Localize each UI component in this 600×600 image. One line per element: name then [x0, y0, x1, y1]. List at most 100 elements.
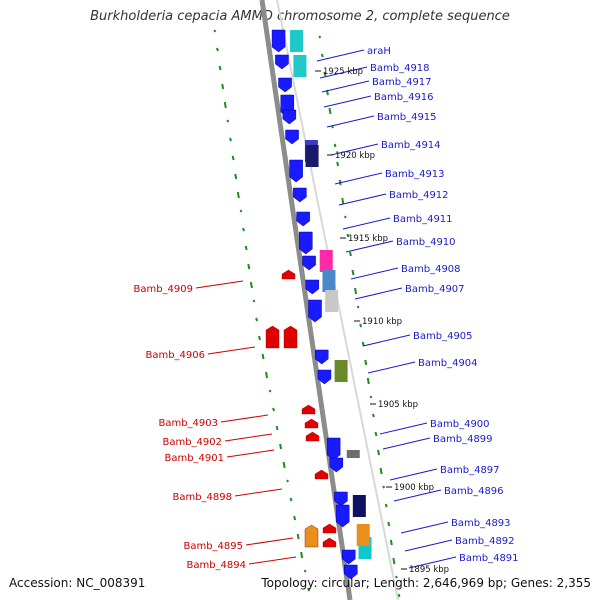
reverse-label-leader: [195, 280, 244, 289]
forward-gene-label: Bamb_4910: [396, 237, 456, 248]
reverse-gene-label: Bamb_4898: [172, 492, 232, 503]
gc-tick: [216, 47, 219, 52]
reverse-gene-label: Bamb_4902: [162, 437, 222, 448]
forward-gene-arrow: [335, 504, 350, 528]
gc-tick: [351, 269, 355, 276]
forward-gene-label: Bamb_4900: [430, 419, 490, 430]
gc-tick: [229, 137, 232, 142]
forward-gene-arrow: [296, 211, 310, 227]
forward-gene-arrow: [271, 29, 286, 53]
cog-block: [352, 495, 366, 517]
gc-tick: [293, 515, 297, 521]
forward-gene-label: Bamb_4908: [401, 264, 461, 275]
forward-gene-arrow: [278, 77, 292, 93]
gc-tick: [392, 557, 396, 565]
gc-tick: [272, 407, 276, 412]
gc-tick: [356, 305, 360, 309]
cog-block: [293, 55, 307, 77]
gc-tick: [379, 467, 383, 475]
forward-label-leader: [345, 240, 394, 253]
forward-gene-label: Bamb_4905: [413, 331, 473, 342]
forward-gene-label: Bamb_4912: [389, 190, 449, 201]
gc-tick: [242, 227, 246, 232]
forward-gene-label: Bamb_4914: [381, 140, 441, 151]
forward-gene-label: araH: [367, 46, 391, 57]
gc-tick: [359, 323, 363, 328]
gc-tick: [318, 35, 322, 39]
forward-label-leader: [326, 115, 375, 128]
forward-gene-label: Bamb_4916: [374, 92, 434, 103]
cog-block: [322, 270, 336, 292]
reverse-gene-arrow: [304, 524, 319, 548]
reverse-gene-label: Bamb_4909: [133, 284, 193, 295]
reverse-label-leader: [220, 414, 269, 423]
forward-label-leader: [362, 334, 411, 347]
reverse-gene-arrow: [322, 537, 337, 548]
forward-gene-label: Bamb_4911: [393, 214, 453, 225]
gc-tick: [333, 143, 337, 148]
forward-gene-arrow: [317, 369, 332, 385]
gc-tick: [258, 335, 261, 341]
gc-tick: [307, 587, 311, 592]
gc-tick: [382, 485, 386, 489]
forward-gene-arrow: [293, 187, 307, 203]
forward-gene-label: Bamb_4913: [385, 169, 445, 180]
forward-label-leader: [334, 172, 383, 185]
reverse-label-leader: [226, 449, 275, 458]
forward-label-leader: [393, 489, 442, 502]
forward-label-leader: [367, 361, 416, 374]
reverse-gene-arrow: [322, 523, 337, 534]
gc-tick: [328, 107, 332, 115]
gc-tick: [265, 371, 269, 379]
scale-tick-label: 1920 kbp: [335, 151, 375, 161]
forward-gene-label: Bamb_4896: [444, 486, 504, 497]
gc-tick: [341, 197, 345, 205]
reverse-gene-arrow: [304, 418, 319, 429]
cog-block: [325, 290, 339, 312]
gc-tick: [226, 119, 230, 123]
forward-label-leader: [330, 143, 379, 156]
forward-gene-arrow: [305, 279, 320, 295]
gc-tick: [231, 155, 235, 161]
forward-label-leader: [400, 521, 449, 534]
gc-tick: [371, 413, 375, 418]
summary-text: Topology: circular; Length: 2,646,969 bp…: [261, 576, 591, 590]
gc-tick: [234, 173, 238, 180]
reverse-gene-label: Bamb_4901: [164, 453, 224, 464]
gc-tick: [377, 449, 381, 456]
forward-label-leader: [321, 80, 370, 93]
gc-tick: [387, 521, 391, 527]
forward-gene-arrow: [285, 129, 299, 145]
gc-tick: [221, 83, 225, 90]
forward-gene-label: Bamb_4897: [440, 465, 500, 476]
gc-tick: [336, 161, 340, 167]
gc-tick: [320, 53, 324, 58]
cog-block: [305, 145, 319, 167]
forward-gene-label: Bamb_4899: [433, 434, 493, 445]
gc-tick: [282, 461, 286, 469]
gc-tick: [343, 215, 347, 219]
forward-label-leader: [404, 539, 453, 552]
gc-tick: [395, 575, 398, 579]
gc-tick: [361, 341, 365, 347]
cog-block: [334, 360, 348, 382]
forward-label-leader: [382, 437, 431, 450]
cog-block: [319, 250, 333, 272]
forward-label-leader: [408, 556, 457, 569]
forward-gene-arrow: [302, 255, 316, 271]
forward-gene-label: Bamb_4892: [455, 536, 515, 547]
gc-tick: [286, 479, 289, 483]
forward-gene-arrow: [275, 54, 289, 70]
forward-gene-label: Bamb_4891: [459, 553, 519, 564]
reverse-gene-arrow: [314, 469, 329, 480]
forward-gene-arrow: [342, 549, 356, 565]
reverse-gene-label: Bamb_4903: [158, 418, 218, 429]
gc-tick: [261, 353, 265, 360]
gc-tick: [218, 65, 222, 71]
gc-tick: [252, 299, 256, 303]
gc-tick: [303, 569, 307, 573]
forward-label-leader: [350, 267, 399, 280]
gc-tick: [323, 71, 327, 77]
forward-gene-arrow: [289, 159, 303, 183]
forward-gene-arrow: [344, 564, 358, 580]
